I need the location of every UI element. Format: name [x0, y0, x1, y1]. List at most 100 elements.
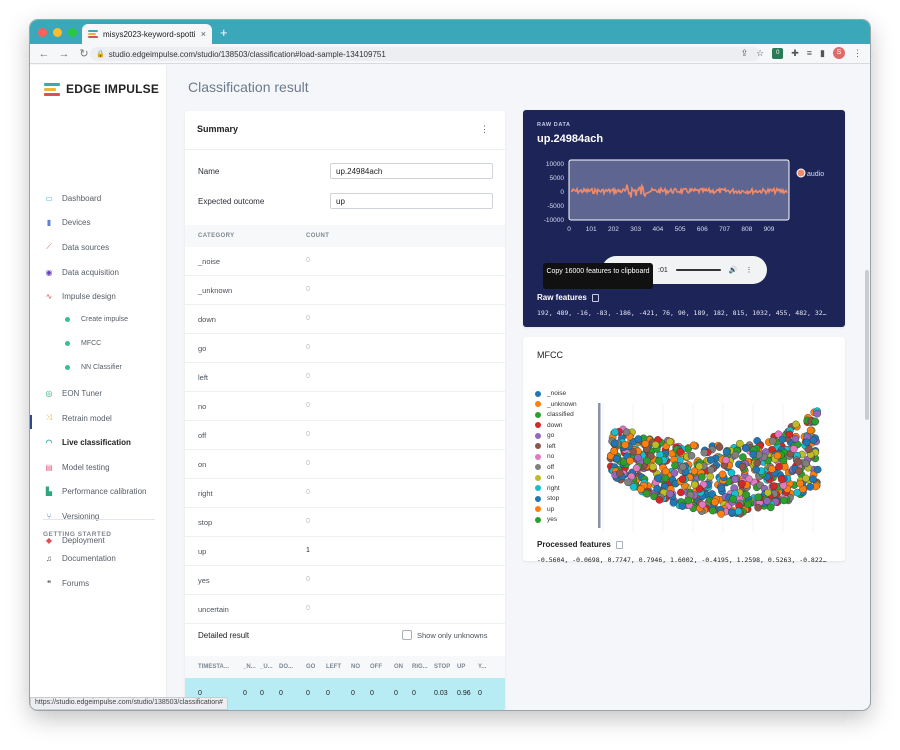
sidebar-item-data-sources[interactable]: ⟋ Data sources	[44, 242, 109, 252]
profile-avatar[interactable]: S	[833, 47, 845, 59]
legend-item[interactable]: go	[535, 432, 554, 439]
volume-icon[interactable]: 🔊	[728, 267, 738, 274]
mfcc-card: MFCC _noise _unknown classified down go left n…	[523, 337, 845, 564]
legend-item[interactable]: left	[535, 443, 556, 450]
edge-impulse-logo[interactable]: EDGE IMPULSE	[44, 82, 159, 96]
detailed-result-title: Detailed result	[198, 631, 250, 640]
legend-item[interactable]: stop	[535, 495, 559, 502]
x-tick-label: 808	[741, 226, 752, 233]
table-row: yes 0	[185, 566, 505, 595]
sidebar-item-model-testing[interactable]: ▤ Model testing	[44, 462, 109, 472]
audio-legend-dot-icon[interactable]	[796, 168, 806, 178]
count-cell: 0	[306, 460, 310, 467]
show-only-unknowns-toggle[interactable]: Show only unknowns	[402, 630, 487, 640]
legend-item[interactable]: classified	[535, 411, 574, 418]
sidebar-item-label: Dashboard	[62, 193, 102, 203]
x-tick-label: 303	[630, 226, 641, 233]
close-window-button[interactable]	[38, 28, 47, 37]
link-status-bar: https://studio.edgeimpulse.com/studio/13…	[30, 697, 228, 710]
legend-item[interactable]: on	[535, 474, 554, 481]
reading-list-icon[interactable]: ≡	[806, 48, 813, 58]
sidebar-item-devices[interactable]: ▮ Devices	[44, 217, 91, 227]
legend-item[interactable]: up	[535, 506, 554, 513]
more-options-icon[interactable]: ⋮	[480, 124, 489, 134]
legend-label: on	[547, 474, 555, 481]
page-scrollbar[interactable]	[865, 270, 869, 420]
category-cell: _noise	[198, 257, 221, 266]
browser-menu-icon[interactable]: ⋮	[853, 47, 862, 58]
extension-badge-icon[interactable]: 0	[772, 47, 784, 59]
active-indicator	[30, 415, 32, 429]
sidebar-divider	[43, 519, 155, 520]
sidebar-subitem-nn-classifier[interactable]: NN Classifier	[65, 364, 122, 371]
legend-item[interactable]: off	[535, 464, 554, 471]
player-menu-icon[interactable]: ⋮	[745, 267, 753, 274]
sidebar-item-eon-tuner[interactable]: ◎ EON Tuner	[44, 388, 103, 398]
expected-outcome-label: Expected outcome	[198, 197, 265, 206]
share-icon[interactable]: ⇪	[740, 47, 749, 58]
detail-cell: 0	[412, 690, 416, 697]
x-tick-label: 101	[586, 226, 597, 233]
sidebar-item-dashboard[interactable]: ▭ Dashboard	[44, 193, 101, 203]
sidebar-item-forums[interactable]: ❝ Forums	[44, 578, 89, 588]
legend-dot-icon	[535, 506, 541, 512]
legend-item[interactable]: _noise	[535, 390, 566, 397]
sidebar-item-label: Forums	[62, 578, 90, 588]
count-cell: 0	[306, 402, 310, 409]
sidebar-item-retrain-model[interactable]: ⤨ Retrain model	[44, 413, 112, 423]
table-row: go 0	[185, 334, 505, 363]
count-cell: 0	[306, 489, 310, 496]
back-icon[interactable]: ←	[38, 47, 50, 60]
sidebar-item-documentation[interactable]: ♫ Documentation	[44, 553, 116, 563]
sidebar-item-performance-calibration[interactable]: ▙ Performance calibration	[44, 486, 147, 496]
show-only-unknowns-checkbox[interactable]	[402, 630, 412, 640]
new-tab-button[interactable]: +	[220, 25, 228, 40]
legend-item[interactable]: right	[535, 485, 560, 492]
forward-icon[interactable]: →	[58, 47, 70, 60]
reload-icon[interactable]: ↻	[79, 48, 89, 60]
copy-icon[interactable]	[615, 540, 623, 549]
sidebar-item-deployment[interactable]: ◆ Deployment	[44, 535, 105, 545]
legend-item[interactable]: no	[535, 453, 554, 460]
address-bar[interactable]: 🔒 studio.edgeimpulse.com/studio/138503/c…	[90, 47, 760, 61]
x-tick-label: 0	[567, 226, 571, 233]
expected-outcome-field[interactable]	[330, 193, 493, 209]
tab-close-icon[interactable]: ×	[200, 29, 206, 39]
bookmark-star-icon[interactable]: ☆	[756, 47, 765, 58]
copy-icon[interactable]	[591, 293, 599, 302]
sidebar-item-label: Impulse design	[62, 291, 116, 301]
status-dot-icon	[65, 365, 70, 370]
side-panel-icon[interactable]: ▮	[820, 47, 825, 58]
count-cell: 0	[306, 373, 310, 380]
detail-table-row[interactable]: 0 0 0 0 0 0 0 0 0 0 0.03 0.96 0	[185, 678, 505, 710]
url-text: studio.edgeimpulse.com/studio/138503/cla…	[108, 49, 386, 59]
sidebar-subitem-mfcc[interactable]: MFCC	[65, 340, 101, 347]
name-field[interactable]	[330, 163, 493, 179]
sidebar-item-data-acquisition[interactable]: ◉ Data acquisition	[44, 267, 119, 277]
legend-dot-icon	[535, 453, 541, 460]
extensions-puzzle-icon[interactable]: ✚	[791, 47, 799, 58]
minimize-window-button[interactable]	[53, 28, 62, 37]
legend-item[interactable]: _unknown	[535, 401, 577, 408]
detail-cell: 0	[279, 690, 283, 697]
legend-item[interactable]: yes	[535, 516, 557, 523]
detail-column-header: OFF	[370, 664, 382, 670]
mfcc-scatter-plot[interactable]	[598, 403, 828, 533]
sidebar-item-live-classification[interactable]: ◠ Live classification	[44, 437, 131, 447]
page-title: Classification result	[188, 79, 309, 95]
tab-title: misys2023-keyword-spotting	[103, 29, 196, 39]
maximize-window-button[interactable]	[68, 28, 77, 37]
detail-column-header: _U...	[260, 664, 273, 670]
legend-dot-icon	[535, 432, 541, 439]
browser-tab[interactable]: misys2023-keyword-spotting ×	[82, 24, 212, 44]
logo-text: EDGE IMPULSE	[66, 82, 160, 96]
detail-cell: 0	[478, 690, 482, 697]
player-progress-bar[interactable]	[675, 269, 721, 271]
x-tick-label: 505	[675, 226, 686, 233]
sidebar-subitem-create-impulse[interactable]: Create impulse	[65, 316, 128, 323]
sidebar-item-impulse-design[interactable]: ∿ Impulse design	[44, 291, 116, 301]
legend-item[interactable]: down	[535, 422, 563, 429]
legend-label: up	[547, 505, 555, 513]
sidebar-item-label: EON Tuner	[62, 388, 103, 398]
sidebar-item-versioning[interactable]: ⑂ Versioning	[44, 511, 100, 521]
